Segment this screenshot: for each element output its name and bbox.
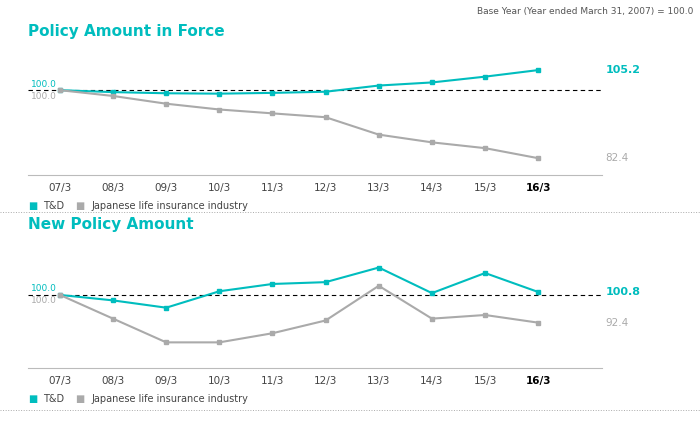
Text: ■: ■	[28, 394, 37, 403]
Text: 100.8: 100.8	[606, 287, 640, 297]
Text: ■: ■	[28, 201, 37, 211]
Text: ■: ■	[76, 201, 85, 211]
Text: 105.2: 105.2	[606, 65, 640, 75]
Text: 100.0: 100.0	[31, 92, 57, 101]
Text: 92.4: 92.4	[606, 318, 629, 328]
Text: T&D: T&D	[43, 394, 64, 403]
Text: Japanese life insurance industry: Japanese life insurance industry	[91, 394, 248, 403]
Text: 100.0: 100.0	[31, 80, 57, 88]
Text: Policy Amount in Force: Policy Amount in Force	[28, 25, 225, 39]
Text: T&D: T&D	[43, 201, 64, 211]
Text: 100.0: 100.0	[31, 284, 57, 293]
Text: New Policy Amount: New Policy Amount	[28, 217, 194, 232]
Text: Japanese life insurance industry: Japanese life insurance industry	[91, 201, 248, 211]
Text: ■: ■	[76, 394, 85, 403]
Text: Base Year (Year ended March 31, 2007) = 100.0: Base Year (Year ended March 31, 2007) = …	[477, 7, 693, 16]
Text: 100.0: 100.0	[31, 297, 57, 305]
Text: 82.4: 82.4	[606, 153, 629, 163]
